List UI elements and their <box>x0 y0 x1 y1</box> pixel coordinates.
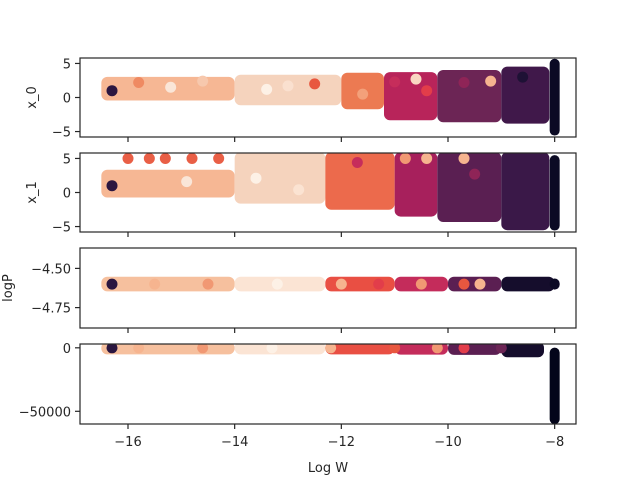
scatter-point <box>106 344 118 354</box>
scatter-point <box>431 344 443 354</box>
subplot-3: 0 −50000 −16 −14 −12 −10 −8 <box>19 342 577 450</box>
scatter-point <box>474 278 486 290</box>
scatter-band <box>325 276 395 292</box>
y-tick-label: 0 <box>63 92 71 107</box>
axes-frame <box>79 247 577 329</box>
scatter-point <box>458 344 470 354</box>
subplot-0: 5 0 −5 x_0 <box>25 57 577 142</box>
x-tick-label: −10 <box>434 435 461 450</box>
plot-area <box>101 344 560 424</box>
x-axis-label: Log W <box>308 461 348 476</box>
scatter-point <box>399 153 411 164</box>
axes-frame <box>79 343 577 425</box>
scatter-point <box>410 73 422 85</box>
scatter-point <box>106 180 118 192</box>
scatter-point <box>149 278 161 290</box>
edge-column <box>549 155 560 231</box>
scatter-band <box>101 169 235 198</box>
y-tick-label: −5 <box>52 221 71 236</box>
scatter-point <box>282 80 294 92</box>
scatter-point <box>469 168 481 180</box>
y-tick-label: 5 <box>63 57 71 72</box>
scatter-band <box>234 153 326 204</box>
scatter-point <box>143 153 155 164</box>
scatter-band <box>501 276 555 292</box>
y-tick-label: 0 <box>63 187 71 202</box>
y-tick-label: −5 <box>52 126 71 141</box>
plot-area <box>101 276 560 292</box>
scatter-point <box>458 153 470 164</box>
scatter-point <box>415 278 427 290</box>
edge-column <box>549 347 560 424</box>
plot-area <box>101 153 560 231</box>
scatter-point <box>202 278 214 290</box>
scatter-point <box>266 344 278 354</box>
scatter-point <box>517 71 529 83</box>
scatter-point <box>122 153 134 164</box>
scatter-point <box>495 344 507 354</box>
edge-column <box>549 278 560 290</box>
scatter-band <box>325 344 395 355</box>
scatter-band <box>325 153 395 210</box>
scatter-point <box>293 184 305 196</box>
y-tick-label: −50000 <box>19 405 71 420</box>
scatter-band <box>501 153 550 231</box>
scatter-point <box>261 83 273 95</box>
y-tick-label: −4.50 <box>31 262 71 277</box>
x-tick-label: −16 <box>114 435 141 450</box>
scatter-point <box>197 75 209 87</box>
scatter-band <box>437 153 502 223</box>
scatter-point <box>133 77 145 89</box>
scatter-point <box>389 76 401 88</box>
y-axis-label: x_1 <box>25 181 40 203</box>
y-tick-label: 0 <box>63 342 71 357</box>
scatter-point <box>213 153 225 164</box>
scatter-band <box>101 276 235 292</box>
scatter-band <box>501 344 544 358</box>
scatter-point <box>165 81 177 93</box>
scatter-band <box>501 66 550 124</box>
scatter-point <box>309 78 321 90</box>
scatter-point <box>335 278 347 290</box>
scatter-point <box>373 278 385 290</box>
scatter-point <box>389 344 401 354</box>
x-tick-label: −14 <box>221 435 248 450</box>
plot-area <box>101 58 560 136</box>
scatter-point <box>159 153 171 164</box>
scatter-point <box>421 153 433 164</box>
scatter-point <box>357 88 369 100</box>
scatter-point <box>106 85 118 97</box>
scatter-point <box>485 75 497 87</box>
subplots: 5 0 −5 x_0 5 0 −5 x_1 −4.50 −4.75 logP 0 −50000 −16 −1… <box>1 57 577 450</box>
x-tick-label: −12 <box>328 435 355 450</box>
y-axis-label: logP <box>1 274 16 302</box>
scatter-point <box>181 176 193 188</box>
scatter-band <box>394 153 438 217</box>
scatter-point <box>271 278 283 290</box>
scatter-point <box>133 344 145 354</box>
scatter-point <box>421 85 433 97</box>
scatter-point <box>197 344 209 354</box>
y-tick-label: 5 <box>63 152 71 167</box>
edge-column <box>549 58 560 136</box>
subplot-1: 5 0 −5 x_1 <box>25 152 577 237</box>
scatter-point <box>106 278 118 290</box>
scatter-band <box>437 70 502 123</box>
scatter-point <box>325 344 337 354</box>
scatter-point <box>186 153 198 164</box>
x-tick-label: −8 <box>545 435 564 450</box>
subplot-2: −4.50 −4.75 logP <box>1 247 577 333</box>
scatter-point <box>458 77 470 89</box>
y-tick-label: −4.75 <box>31 302 71 317</box>
scatter-point <box>250 172 262 184</box>
scatter-band <box>234 344 326 355</box>
scatter-point <box>351 157 363 169</box>
scatter-point <box>458 278 470 290</box>
y-axis-label: x_0 <box>25 86 40 108</box>
